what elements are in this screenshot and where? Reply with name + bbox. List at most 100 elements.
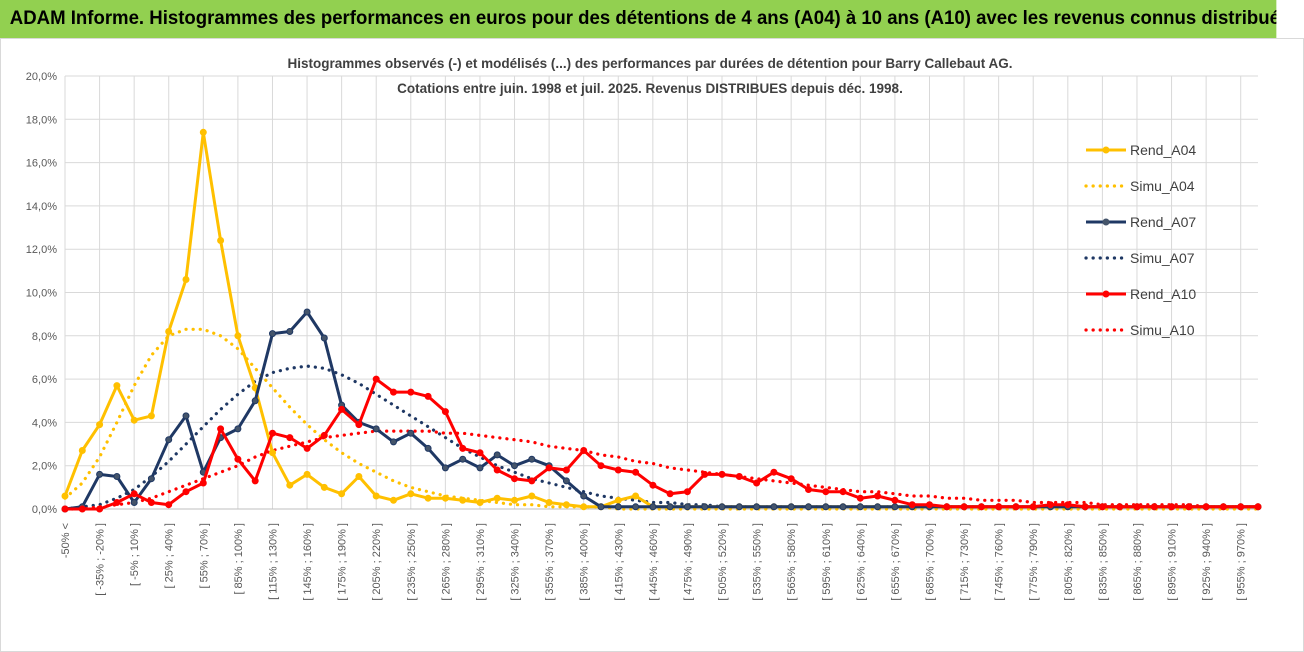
data-point-rend-a04 — [165, 328, 173, 335]
chart-title-line-2: Cotations entre juin. 1998 et juil. 2025… — [397, 81, 903, 96]
data-point-rend-a10 — [407, 388, 415, 396]
x-tick-label: [ 745% ; 760% ] — [994, 523, 1006, 601]
data-point-rend-a10 — [1029, 503, 1037, 511]
x-tick-label: [ 865% ; 880% ] — [1132, 523, 1144, 601]
data-point-rend-a10 — [822, 488, 830, 496]
data-point-rend-a07 — [441, 464, 449, 472]
data-point-rend-a10 — [1064, 501, 1072, 509]
data-point-rend-a10 — [338, 405, 346, 413]
data-point-rend-a10 — [528, 477, 536, 485]
data-point-rend-a10 — [320, 431, 328, 439]
data-point-rend-a07 — [770, 503, 778, 511]
data-point-rend-a10 — [891, 496, 899, 504]
data-point-rend-a10 — [787, 475, 795, 483]
data-point-rend-a07 — [614, 503, 622, 511]
data-point-rend-a10 — [1237, 503, 1245, 511]
data-point-rend-a07 — [787, 503, 795, 511]
data-point-rend-a10 — [424, 392, 432, 400]
grid-lines — [64, 75, 1258, 510]
data-point-rend-a10 — [303, 444, 311, 452]
legend-label-simu-a04: Simu_A04 — [1130, 178, 1195, 194]
x-tick-label: [ 835% ; 850% ] — [1097, 523, 1109, 601]
data-point-rend-a04 — [303, 470, 311, 478]
data-point-rend-a10 — [493, 466, 501, 474]
data-point-rend-a10 — [735, 473, 743, 480]
data-point-rend-a04 — [269, 449, 276, 457]
x-tick-label: [ 325% ; 340% ] — [510, 523, 522, 601]
data-point-rend-a07 — [493, 451, 501, 459]
data-point-rend-a10 — [874, 492, 882, 500]
data-point-rend-a10 — [580, 447, 588, 454]
legend: Rend_A04 Simu_A04 Rend_A07 Simu_A07 Rend_A10… — [1084, 142, 1196, 338]
data-point-rend-a10 — [805, 486, 812, 493]
y-tick-label: 0,0% — [32, 504, 57, 516]
data-point-rend-a10 — [130, 490, 138, 498]
data-point-rend-a07 — [701, 503, 709, 511]
data-point-rend-a04 — [372, 492, 380, 500]
data-point-rend-a04 — [199, 128, 207, 136]
data-point-rend-a07 — [320, 334, 328, 342]
data-point-rend-a04 — [424, 494, 432, 502]
data-point-rend-a10 — [511, 475, 518, 483]
data-point-rend-a10 — [372, 375, 380, 383]
data-point-rend-a07 — [476, 464, 484, 472]
x-tick-label: [ 85% ; 100% ] — [233, 523, 245, 595]
data-point-rend-a04 — [476, 499, 484, 506]
legend-label-rend-a07: Rend_A07 — [1130, 214, 1196, 230]
data-point-rend-a10 — [770, 468, 778, 476]
data-point-rend-a04 — [390, 496, 397, 504]
data-point-rend-a10 — [614, 466, 622, 474]
x-tick-label: [ 685% ; 700% ] — [924, 523, 936, 601]
x-tick-label: [ 955% ; 970% ] — [1236, 523, 1248, 601]
data-point-rend-a07 — [96, 470, 104, 478]
data-point-rend-a04 — [234, 332, 242, 340]
data-point-rend-a10 — [1219, 503, 1227, 511]
data-point-rend-a10 — [199, 479, 207, 487]
data-point-rend-a04 — [545, 499, 553, 506]
data-point-rend-a10 — [61, 505, 69, 513]
data-point-rend-a10 — [165, 501, 173, 509]
y-axis-ticks: 0,0% 2,0% 4,0% 6,0% 8,0% 10,0% 12,0% 14,0% 16,0%… — [26, 71, 57, 516]
x-tick-label: [ 205% ; 220% ] — [371, 523, 383, 601]
data-point-rend-a10 — [441, 408, 449, 416]
data-point-rend-a10 — [1202, 503, 1210, 511]
data-point-rend-a07 — [735, 503, 743, 511]
data-point-rend-a10 — [182, 488, 190, 496]
data-point-rend-a10 — [251, 477, 259, 485]
data-point-rend-a04 — [355, 473, 363, 480]
data-point-rend-a07 — [822, 503, 830, 511]
data-point-rend-a04 — [320, 483, 328, 491]
data-point-rend-a07 — [269, 330, 276, 338]
data-point-rend-a07 — [286, 328, 294, 335]
data-point-rend-a07 — [147, 475, 155, 483]
x-tick-label: [ 475% ; 490% ] — [682, 523, 694, 601]
data-point-rend-a10 — [545, 464, 553, 472]
x-tick-label: [ 175% ; 190% ] — [337, 523, 349, 601]
data-point-rend-a10 — [1047, 501, 1054, 509]
data-point-rend-a04 — [61, 492, 69, 500]
data-point-rend-a10 — [459, 444, 467, 452]
data-point-rend-a07 — [234, 425, 242, 433]
data-point-rend-a04 — [580, 503, 588, 511]
data-point-rend-a10 — [476, 449, 484, 457]
data-point-rend-a07 — [562, 477, 570, 485]
data-point-rend-a10 — [856, 494, 864, 502]
data-point-rend-a10 — [597, 462, 605, 470]
data-point-rend-a07 — [856, 503, 864, 511]
data-point-rend-a07 — [874, 503, 882, 511]
data-point-rend-a10 — [113, 499, 121, 506]
legend-marker-rend-a10 — [1102, 290, 1110, 298]
x-tick-label: [ 625% ; 640% ] — [855, 523, 867, 601]
x-tick-label: [ 595% ; 610% ] — [821, 523, 833, 601]
y-tick-label: 2,0% — [32, 461, 57, 473]
legend-marker-rend-a04 — [1102, 146, 1110, 154]
x-tick-label: [ 355% ; 370% ] — [544, 523, 556, 601]
data-point-rend-a10 — [943, 503, 951, 511]
data-point-rend-a07 — [580, 492, 588, 500]
data-point-rend-a10 — [718, 470, 726, 478]
data-point-rend-a04 — [511, 496, 518, 504]
x-tick-label: [ 715% ; 730% ] — [959, 523, 971, 601]
data-point-rend-a07 — [113, 473, 121, 480]
x-tick-label: [ 385% ; 400% ] — [579, 523, 591, 601]
data-point-rend-a07 — [182, 412, 190, 420]
